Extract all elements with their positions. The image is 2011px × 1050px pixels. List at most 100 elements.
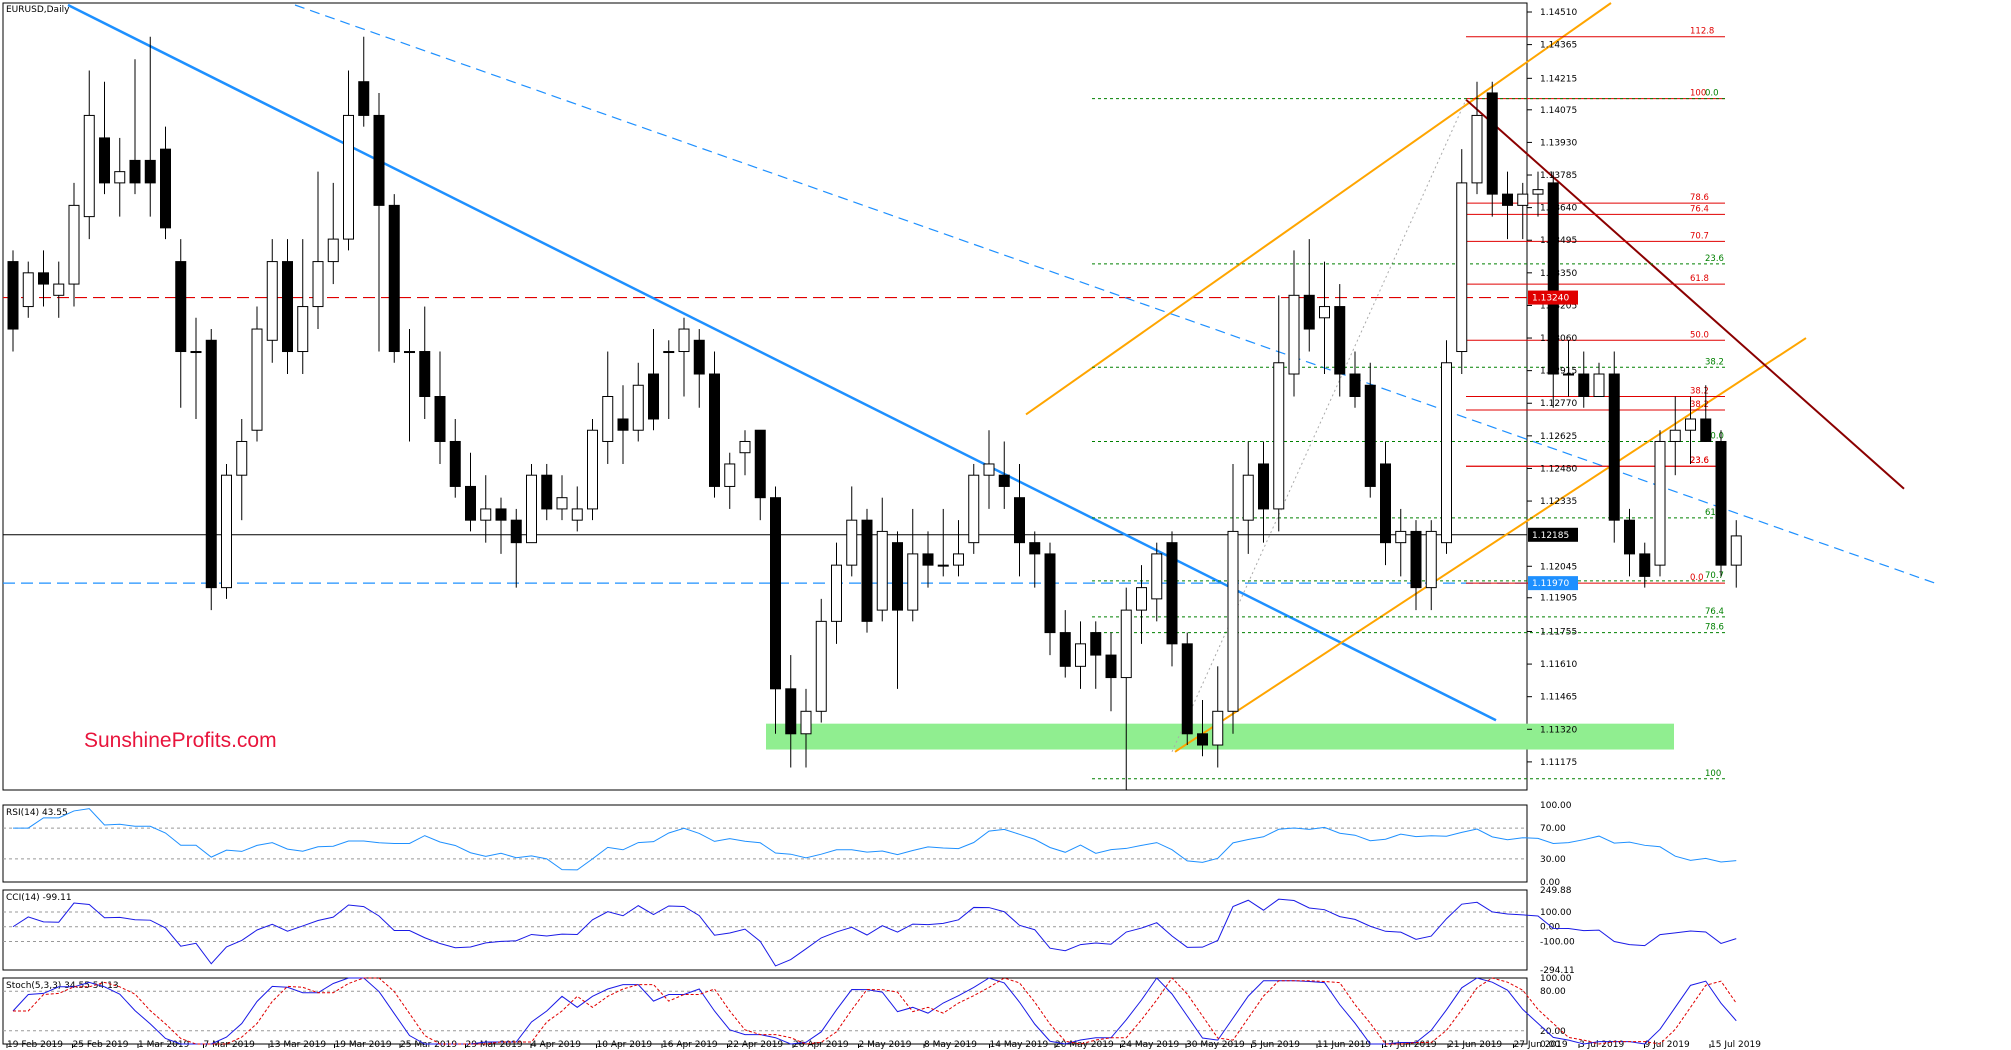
stoch-panel-frame xyxy=(2,977,1528,1045)
candle xyxy=(724,463,736,487)
fib-red-label: 0.0 xyxy=(1690,573,1704,583)
price-tick-label: 1.13640 xyxy=(1540,204,1577,214)
candle xyxy=(983,463,995,476)
candle xyxy=(1014,497,1025,544)
channel-upper-line xyxy=(1025,2,1612,416)
price-tick-label: 1.14510 xyxy=(1540,8,1577,18)
candle xyxy=(1258,463,1269,510)
candle xyxy=(1486,92,1498,195)
date-tick-label: 26 Apr 2019 xyxy=(793,1040,849,1050)
fib-red-label: 112.8 xyxy=(1690,27,1714,37)
candle xyxy=(419,351,431,397)
candle xyxy=(1730,535,1742,566)
candle xyxy=(1242,474,1254,521)
candle xyxy=(1547,182,1559,375)
date-tick-label: 20 May 2019 xyxy=(1055,1040,1114,1050)
candle xyxy=(495,508,507,521)
candle xyxy=(114,171,126,184)
price-tick-label: 1.11175 xyxy=(1540,758,1577,768)
candle xyxy=(1456,182,1468,353)
fib-green-label: 38.2 xyxy=(1705,357,1724,367)
candle xyxy=(1059,632,1071,667)
price-marker-label: 1.13240 xyxy=(1532,294,1569,304)
rsi-line xyxy=(13,808,1737,871)
candle xyxy=(632,384,644,431)
candle xyxy=(388,204,400,353)
cci-line xyxy=(12,898,1737,967)
candle xyxy=(1395,530,1407,544)
candle xyxy=(541,474,553,510)
candle xyxy=(1471,114,1483,184)
candle xyxy=(571,508,583,521)
candle xyxy=(1044,553,1056,634)
candle xyxy=(1303,294,1315,330)
candle xyxy=(236,440,248,476)
price-marker-label: 1.12185 xyxy=(1532,531,1569,541)
fib-green-label: 50.0 xyxy=(1705,431,1724,441)
candle xyxy=(1136,587,1147,611)
candle xyxy=(953,553,964,566)
candle xyxy=(1090,632,1102,656)
price-tick-label: 1.14215 xyxy=(1540,74,1577,84)
date-tick-label: 7 Mar 2019 xyxy=(204,1040,256,1050)
candle xyxy=(1517,193,1529,206)
candle xyxy=(785,688,797,735)
date-tick-label: 3 Jul 2019 xyxy=(1579,1040,1624,1050)
fib-red-label: 100 xyxy=(1690,89,1706,99)
cci-panel-frame xyxy=(2,889,1528,971)
candle xyxy=(22,272,34,308)
candle xyxy=(129,159,141,184)
candle xyxy=(68,204,80,285)
candle xyxy=(343,114,354,240)
candle xyxy=(831,564,842,622)
rsi-tick-label: 0.00 xyxy=(1540,878,1560,888)
rsi-label: RSI(14) 43.55 xyxy=(6,808,68,818)
price-marker xyxy=(1528,576,1578,591)
stoch-tick-label: 80.00 xyxy=(1540,987,1566,997)
candle xyxy=(1685,418,1696,431)
candle xyxy=(937,564,949,567)
candle xyxy=(297,306,309,353)
candle xyxy=(83,114,95,218)
candle xyxy=(663,351,675,354)
candle xyxy=(1502,193,1513,206)
date-tick-label: 9 Jul 2019 xyxy=(1645,1040,1690,1050)
candle xyxy=(602,396,614,442)
date-tick-label: 21 Jun 2019 xyxy=(1448,1040,1502,1050)
candle xyxy=(1410,530,1422,589)
date-tick-label: 29 Mar 2019 xyxy=(466,1040,523,1050)
rsi-panel-frame xyxy=(2,804,1528,883)
candle xyxy=(99,137,110,184)
candle xyxy=(709,373,720,487)
candle xyxy=(266,261,278,341)
downtrend-line xyxy=(67,3,1497,722)
fib-red-label: 76.4 xyxy=(1690,204,1709,214)
fib-green-label: 23.6 xyxy=(1705,254,1724,264)
candle xyxy=(1273,362,1285,510)
candle xyxy=(754,429,766,499)
price-tick-label: 1.13060 xyxy=(1540,334,1577,344)
candle xyxy=(465,485,476,521)
price-tick-label: 1.11610 xyxy=(1540,660,1577,670)
price-tick-label: 1.12045 xyxy=(1540,562,1577,572)
date-tick-label: 5 Jun 2019 xyxy=(1252,1040,1301,1050)
candle xyxy=(175,261,187,353)
candle xyxy=(922,553,934,566)
candle xyxy=(221,474,232,589)
candle xyxy=(1197,733,1208,746)
rsi-tick-label: 30.00 xyxy=(1540,855,1566,865)
date-tick-label: 2 May 2019 xyxy=(859,1040,912,1050)
candle xyxy=(587,429,598,510)
date-tick-label: 14 May 2019 xyxy=(990,1040,1049,1050)
fib-red-label: 38.2 xyxy=(1690,400,1709,410)
candle xyxy=(312,261,324,308)
price-tick-label: 1.13350 xyxy=(1540,269,1577,279)
price-tick-label: 1.11320 xyxy=(1540,725,1577,735)
candle xyxy=(907,553,919,611)
candle xyxy=(968,474,980,544)
candle xyxy=(53,283,65,296)
dashed-trend-line xyxy=(294,4,1936,584)
stoch-tick-label: 0.00 xyxy=(1540,1040,1560,1050)
candle xyxy=(434,396,446,442)
cci-tick-label: 0.00 xyxy=(1540,923,1560,933)
